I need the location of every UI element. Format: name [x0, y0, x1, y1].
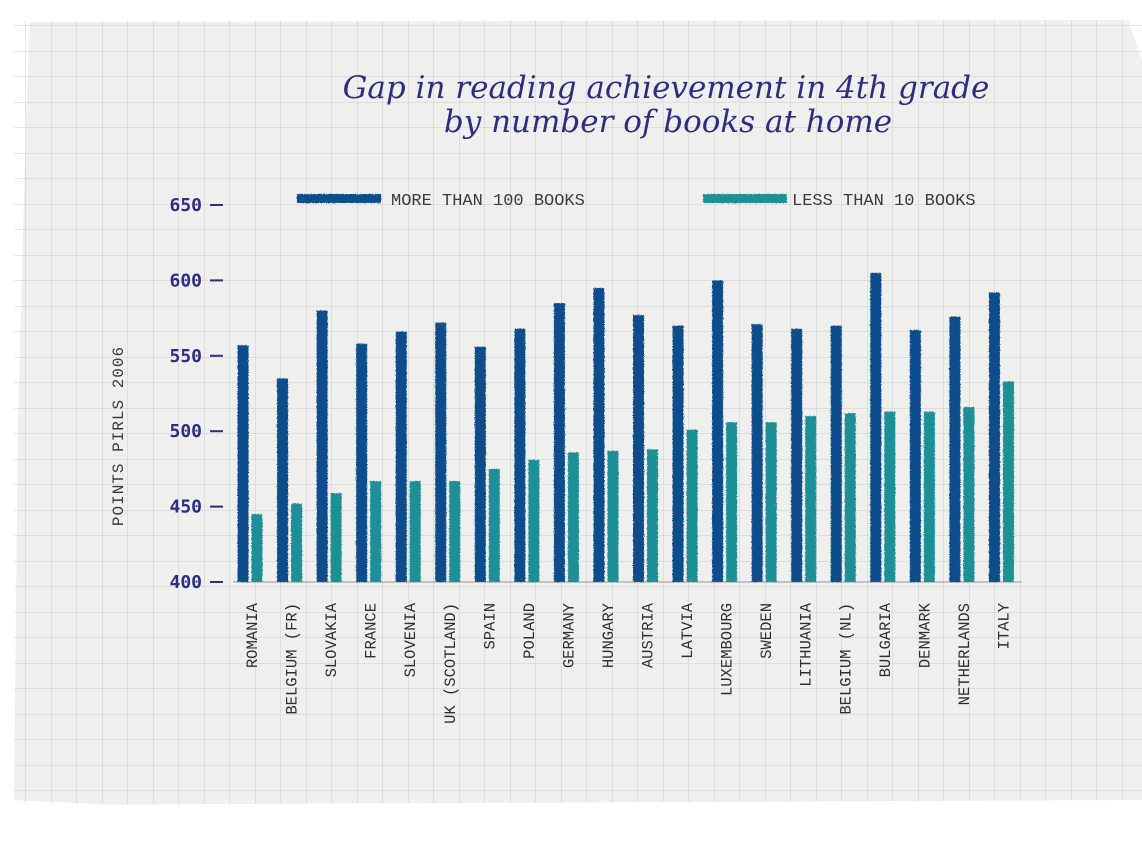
legend-swatch-1 [297, 194, 381, 203]
bar-less-than-10-13 [765, 422, 777, 582]
y-tick-label: 450 [169, 497, 202, 518]
bar-more-than-100-17 [909, 330, 921, 582]
bar-less-than-10-4 [409, 480, 421, 582]
bar-less-than-10-8 [567, 452, 579, 582]
bar-more-than-100-13 [751, 324, 763, 582]
y-tick-label: 650 [169, 195, 202, 216]
bar-less-than-10-15 [844, 413, 856, 582]
x-tick-label: BELGIUM (FR) [284, 603, 302, 715]
bar-less-than-10-12 [726, 422, 738, 582]
x-tick-label: LATVIA [679, 602, 697, 659]
bar-less-than-10-2 [330, 493, 342, 582]
legend-label-2: LESS THAN 10 BOOKS [792, 192, 976, 211]
x-tick-label: POLAND [521, 603, 539, 659]
bar-more-than-100-19 [988, 292, 1000, 582]
bar-more-than-100-9 [593, 287, 605, 582]
y-tick-label: 600 [169, 270, 202, 291]
chart-title-line-1: Gap in reading achievement in 4th grade [343, 70, 990, 106]
bar-more-than-100-5 [435, 322, 447, 582]
x-tick-label: SWEDEN [758, 603, 776, 659]
bar-more-than-100-18 [949, 316, 961, 582]
bar-less-than-10-19 [1002, 381, 1014, 582]
legend-label-1: MORE THAN 100 BOOKS [391, 192, 585, 211]
x-tick-label: BULGARIA [877, 602, 895, 677]
x-tick-label: HUNGARY [600, 602, 618, 668]
bar-more-than-100-0 [237, 345, 249, 582]
bar-more-than-100-1 [277, 378, 289, 582]
bar-more-than-100-4 [395, 331, 407, 582]
bar-less-than-10-5 [449, 480, 461, 582]
x-tick-label: UK (SCOTLAND) [442, 603, 460, 724]
x-tick-label: SLOVENIA [402, 602, 420, 677]
y-tick-label: 400 [169, 572, 202, 593]
bar-more-than-100-8 [553, 303, 565, 582]
bar-more-than-100-16 [870, 272, 882, 582]
legend: MORE THAN 100 BOOKS LESS THAN 10 BOOKS [297, 192, 976, 211]
bar-more-than-100-3 [356, 343, 368, 582]
x-axis: ROMANIA BELGIUM (FR) SLOVAKIA FRANCE SLOVENI… [244, 602, 1013, 724]
bar-more-than-100-12 [712, 280, 724, 582]
x-tick-label: NETHERLANDS [956, 603, 974, 705]
y-axis-label: POINTS PIRLS 2006 [110, 346, 128, 526]
bar-more-than-100-7 [514, 328, 526, 582]
x-tick-label: SLOVAKIA [323, 602, 341, 677]
bar-less-than-10-11 [686, 429, 698, 582]
x-tick-label: ITALY [995, 602, 1013, 649]
x-tick-label: DENMARK [916, 602, 934, 668]
bar-less-than-10-16 [884, 411, 896, 582]
bar-less-than-10-0 [251, 514, 263, 582]
bar-more-than-100-10 [633, 315, 644, 582]
x-tick-label: FRANCE [363, 603, 381, 659]
x-tick-label: BELGIUM (NL) [837, 603, 855, 715]
bar-more-than-100-11 [672, 325, 684, 582]
bar-more-than-100-15 [830, 325, 842, 582]
bar-less-than-10-6 [488, 468, 500, 582]
chart-title-line-2: by number of books at home [444, 104, 892, 140]
bar-less-than-10-1 [291, 503, 303, 582]
x-tick-label: SPAIN [481, 603, 499, 650]
x-tick-label: LITHUANIA [798, 602, 816, 686]
bar-more-than-100-14 [791, 328, 803, 582]
chart-title: Gap in reading achievement in 4th gradeb… [343, 70, 990, 140]
x-tick-label: LUXEMBOURG [719, 603, 737, 696]
x-tick-label: AUSTRIA [640, 602, 658, 668]
bar-less-than-10-18 [963, 407, 975, 582]
y-tick-label: 550 [169, 346, 202, 367]
x-tick-label: GERMANY [560, 602, 578, 668]
bar-less-than-10-14 [805, 416, 817, 582]
legend-swatch-2 [703, 194, 787, 203]
bars [237, 272, 1014, 582]
bar-less-than-10-10 [647, 449, 658, 582]
bar-less-than-10-7 [528, 459, 540, 582]
bar-less-than-10-3 [370, 480, 382, 582]
x-tick-label: ROMANIA [244, 602, 262, 668]
bar-less-than-10-9 [607, 450, 619, 582]
bar-more-than-100-2 [316, 310, 328, 582]
bar-more-than-100-6 [474, 346, 486, 582]
bar-less-than-10-17 [923, 411, 935, 582]
y-tick-label: 500 [169, 421, 202, 442]
